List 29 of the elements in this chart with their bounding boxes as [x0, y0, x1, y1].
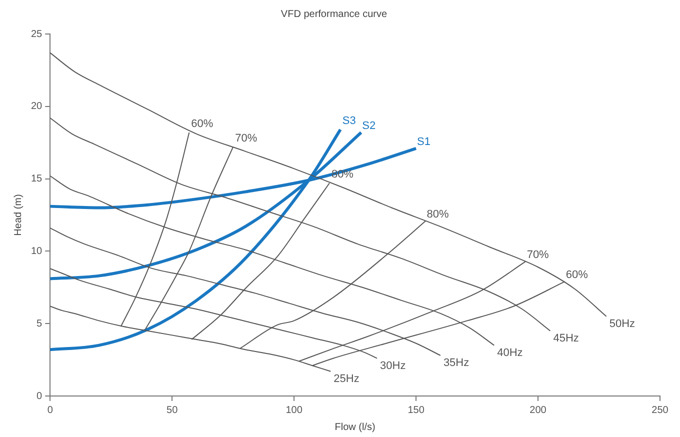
y-tick-label: 15 — [31, 174, 43, 185]
y-tick-label: 25 — [31, 28, 43, 40]
series-label: S3 — [342, 115, 356, 128]
y-tick-label: 0 — [36, 390, 43, 402]
series-label: 50Hz — [609, 318, 636, 330]
series-label: 70% — [235, 132, 258, 144]
series-label: 40Hz — [497, 346, 523, 359]
y-tick-label: 5 — [36, 318, 43, 330]
series-label: S1 — [417, 136, 431, 148]
x-tick-label: 100 — [286, 404, 303, 416]
series-label: 60% — [566, 269, 588, 282]
series-label: 70% — [526, 248, 550, 261]
x-tick-label: 200 — [530, 404, 547, 416]
x-tick-label: 0 — [47, 404, 54, 416]
x-tick-label: 50 — [166, 404, 178, 416]
series-label: S2 — [362, 120, 376, 132]
series-label: 35Hz — [443, 356, 470, 369]
series-label: 25Hz — [334, 372, 360, 385]
y-axis-title: Head (m) — [12, 194, 24, 236]
series-label: 30Hz — [380, 360, 406, 372]
y-tick-label: 20 — [31, 101, 43, 112]
y-tick-label: 10 — [31, 246, 43, 257]
x-tick-label: 150 — [408, 404, 425, 416]
x-tick-label: 250 — [652, 404, 669, 416]
series-label: 45Hz — [553, 332, 579, 344]
series-label: 80% — [426, 208, 450, 220]
x-axis-title: Flow (l/s) — [334, 422, 376, 433]
chart-title: VFD performance curve — [280, 8, 388, 20]
series-label: 60% — [191, 118, 214, 130]
